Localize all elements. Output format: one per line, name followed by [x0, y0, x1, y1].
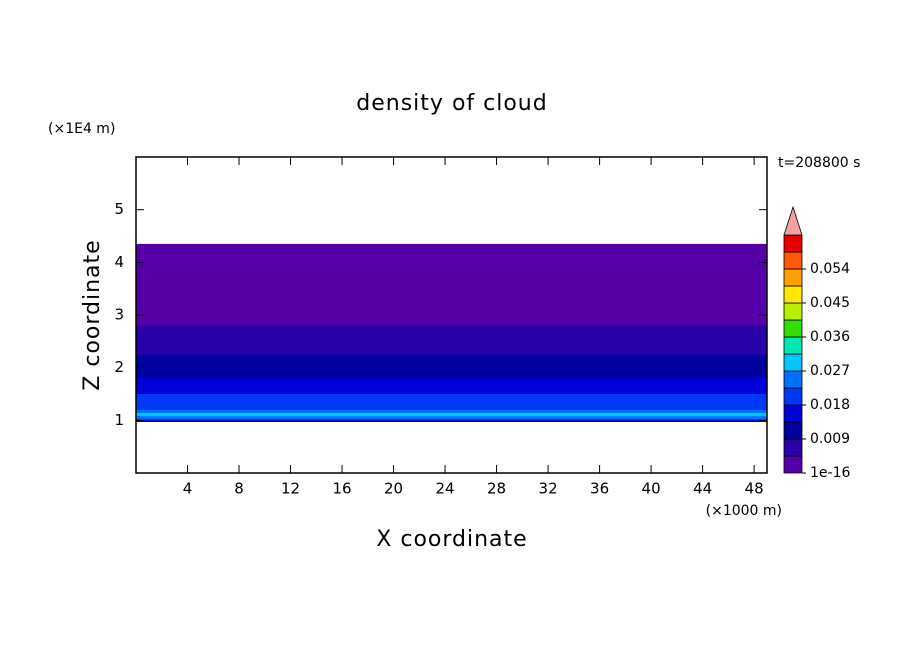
y-tick-label: 4: [114, 253, 124, 271]
x-tick-label: 4: [183, 480, 193, 498]
colorbar-tick-label: 0.018: [810, 397, 850, 413]
colorbar-box: [783, 319, 803, 338]
x-tick-label: 20: [384, 480, 403, 498]
x-tick-label: 32: [539, 480, 558, 498]
colorbar-box: [783, 251, 803, 270]
x-tick-label: 44: [693, 480, 712, 498]
y-tick-label: 1: [114, 411, 124, 429]
colorbar-box: [783, 438, 803, 457]
y-tick-label: 2: [114, 358, 124, 376]
contour-band: [136, 412, 767, 417]
x-tick-label: 48: [745, 480, 764, 498]
colorbar-tick-label: 0.045: [810, 295, 850, 311]
colorbar-box: [783, 234, 803, 253]
colorbar-box: [783, 370, 803, 389]
y-tick-label: 5: [114, 200, 124, 218]
x-tick-label: 24: [436, 480, 455, 498]
chart-title: density of cloud: [356, 91, 547, 116]
y-tick-label: 3: [114, 306, 124, 324]
colorbar-box: [783, 404, 803, 423]
colorbar-tick-label: 0.036: [810, 329, 850, 345]
x-unit: (×1000 m): [706, 503, 782, 519]
colorbar-tick-label: 0.027: [810, 363, 850, 379]
colorbar-box: [783, 336, 803, 355]
colorbar-box: [783, 353, 803, 372]
colorbar-tick-label: 1e-16: [810, 465, 850, 481]
x-tick-label: 16: [332, 480, 351, 498]
colorbar-extend: [783, 205, 803, 236]
colorbar-box: [783, 268, 803, 287]
y-unit: (×1E4 m): [48, 121, 115, 137]
x-tick-label: 28: [487, 480, 506, 498]
colorbar-box: [783, 302, 803, 321]
x-axis-label: X coordinate: [376, 527, 527, 552]
colorbar-box: [783, 387, 803, 406]
x-tick-label: 8: [234, 480, 244, 498]
x-tick-label: 40: [642, 480, 661, 498]
colorbar-tick-label: 0.009: [810, 431, 850, 447]
time-label: t=208800 s: [778, 155, 860, 171]
x-tick-label: 36: [590, 480, 609, 498]
colorbar-box: [783, 421, 803, 440]
y-axis-label: Z coordinate: [80, 239, 105, 390]
colorbar-box: [783, 455, 803, 474]
colorbar-box: [783, 285, 803, 304]
colorbar-tick-label: 0.054: [810, 261, 850, 277]
x-tick-label: 12: [281, 480, 300, 498]
